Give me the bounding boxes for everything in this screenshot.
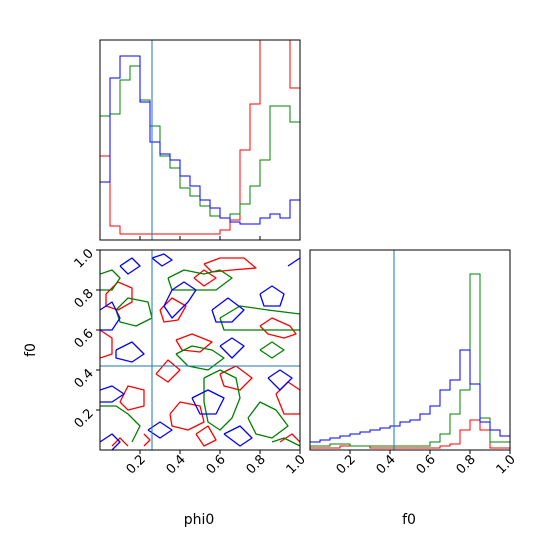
y-axis-label-f0: f0 bbox=[23, 343, 39, 357]
contour-frame bbox=[99, 249, 301, 451]
contour-y-tick-label: 0.6 bbox=[72, 326, 97, 351]
contour-y-tick-label: 0.2 bbox=[72, 406, 97, 431]
contour-green-0 bbox=[100, 269, 121, 291]
contour-green-3 bbox=[219, 305, 300, 331]
contour-blue-7 bbox=[191, 389, 225, 415]
contour-red-4 bbox=[259, 317, 297, 339]
contour-x-tick-label: 0.8 bbox=[244, 452, 269, 477]
histogram-f0-frame bbox=[309, 249, 511, 451]
histogram-f0-green-series bbox=[310, 273, 510, 447]
contour-green-6 bbox=[247, 401, 289, 439]
contour-green-9 bbox=[259, 341, 285, 359]
histogram-phi0-ticks bbox=[139, 236, 301, 240]
contour-blue-6 bbox=[115, 341, 145, 363]
contour-red-2 bbox=[203, 257, 257, 273]
contour-red-1 bbox=[159, 297, 187, 323]
contour-x-tick-label: 0.6 bbox=[204, 452, 229, 477]
contour-red-0 bbox=[105, 281, 133, 311]
contour-blue-14 bbox=[100, 433, 121, 450]
panel-histogram-f0: 0.2 0.4 0.6 0.8 1.0 bbox=[309, 249, 519, 477]
contour-blue-5 bbox=[259, 285, 285, 307]
histogram-f0-series bbox=[310, 273, 510, 449]
contour-y-tick-label: 0.8 bbox=[72, 286, 97, 311]
contour-red-12 bbox=[275, 381, 300, 415]
contour-blue-0 bbox=[119, 257, 141, 275]
histogram-f0-x-tick-label: 0.6 bbox=[414, 452, 439, 477]
x-axis-label-phi0: phi0 bbox=[184, 512, 215, 528]
histogram-f0-x-tick-label: 1.0 bbox=[494, 452, 519, 477]
histogram-f0-x-tick-label: 0.8 bbox=[454, 452, 479, 477]
contour-red-10 bbox=[219, 365, 253, 391]
contour-blue-8 bbox=[219, 337, 245, 359]
histogram-f0-red-series bbox=[310, 419, 510, 449]
histogram-phi0-series bbox=[100, 39, 300, 235]
contour-red-8 bbox=[119, 385, 145, 411]
contour-x-tick-label: 0.2 bbox=[124, 452, 149, 477]
contour-red-7 bbox=[155, 359, 181, 383]
contour-series bbox=[100, 253, 300, 450]
contour-red-6 bbox=[175, 333, 213, 353]
panel-histogram-phi0 bbox=[99, 39, 301, 241]
contour-clip bbox=[100, 250, 300, 450]
contour-red-14 bbox=[111, 437, 129, 447]
contour-green-7 bbox=[100, 405, 141, 443]
contour-ticks: 0.2 0.4 0.6 0.8 1.0 0.2 0.4 0.6 0.8 1.0 bbox=[72, 246, 309, 477]
contour-red-13 bbox=[143, 433, 151, 447]
contour-red-5 bbox=[100, 329, 113, 359]
contour-red-15 bbox=[279, 433, 300, 443]
histogram-phi0-frame bbox=[99, 39, 301, 241]
contour-blue-4 bbox=[211, 297, 245, 323]
histogram-phi0-blue-series bbox=[100, 55, 300, 225]
contour-y-tick-label: 1.0 bbox=[72, 246, 97, 271]
contour-y-tick-label: 0.4 bbox=[72, 366, 97, 391]
contour-green-8 bbox=[271, 437, 300, 447]
contour-blue-12 bbox=[147, 421, 173, 439]
contour-blue-11 bbox=[100, 385, 125, 403]
contour-blue-3 bbox=[163, 281, 197, 319]
contour-green-1 bbox=[115, 297, 153, 327]
histogram-f0-clip bbox=[310, 273, 510, 449]
contour-red-11 bbox=[195, 425, 217, 447]
x-axis-label-f0: f0 bbox=[402, 512, 416, 528]
histogram-f0-blue-series bbox=[310, 349, 510, 443]
contour-blue-1 bbox=[151, 253, 173, 267]
contour-x-tick-label: 0.4 bbox=[164, 452, 189, 477]
contour-blue-2 bbox=[100, 301, 121, 331]
histogram-f0-x-tick-label: 0.2 bbox=[334, 452, 359, 477]
contour-red-9 bbox=[169, 401, 205, 431]
panel-contour-phi0-f0: 0.2 0.4 0.6 0.8 1.0 0.2 0.4 0.6 0.8 1.0 bbox=[72, 246, 309, 477]
histogram-f0-ticks: 0.2 0.4 0.6 0.8 1.0 bbox=[334, 450, 519, 477]
histogram-f0-x-tick-label: 0.4 bbox=[374, 452, 399, 477]
contour-x-tick-label: 1.0 bbox=[284, 452, 309, 477]
contour-green-5 bbox=[203, 369, 241, 431]
contour-red-3 bbox=[193, 269, 217, 287]
contour-green-2 bbox=[167, 269, 233, 291]
contour-blue-9 bbox=[267, 369, 293, 391]
contour-blue-10 bbox=[287, 257, 300, 267]
contour-blue-13 bbox=[223, 425, 253, 447]
